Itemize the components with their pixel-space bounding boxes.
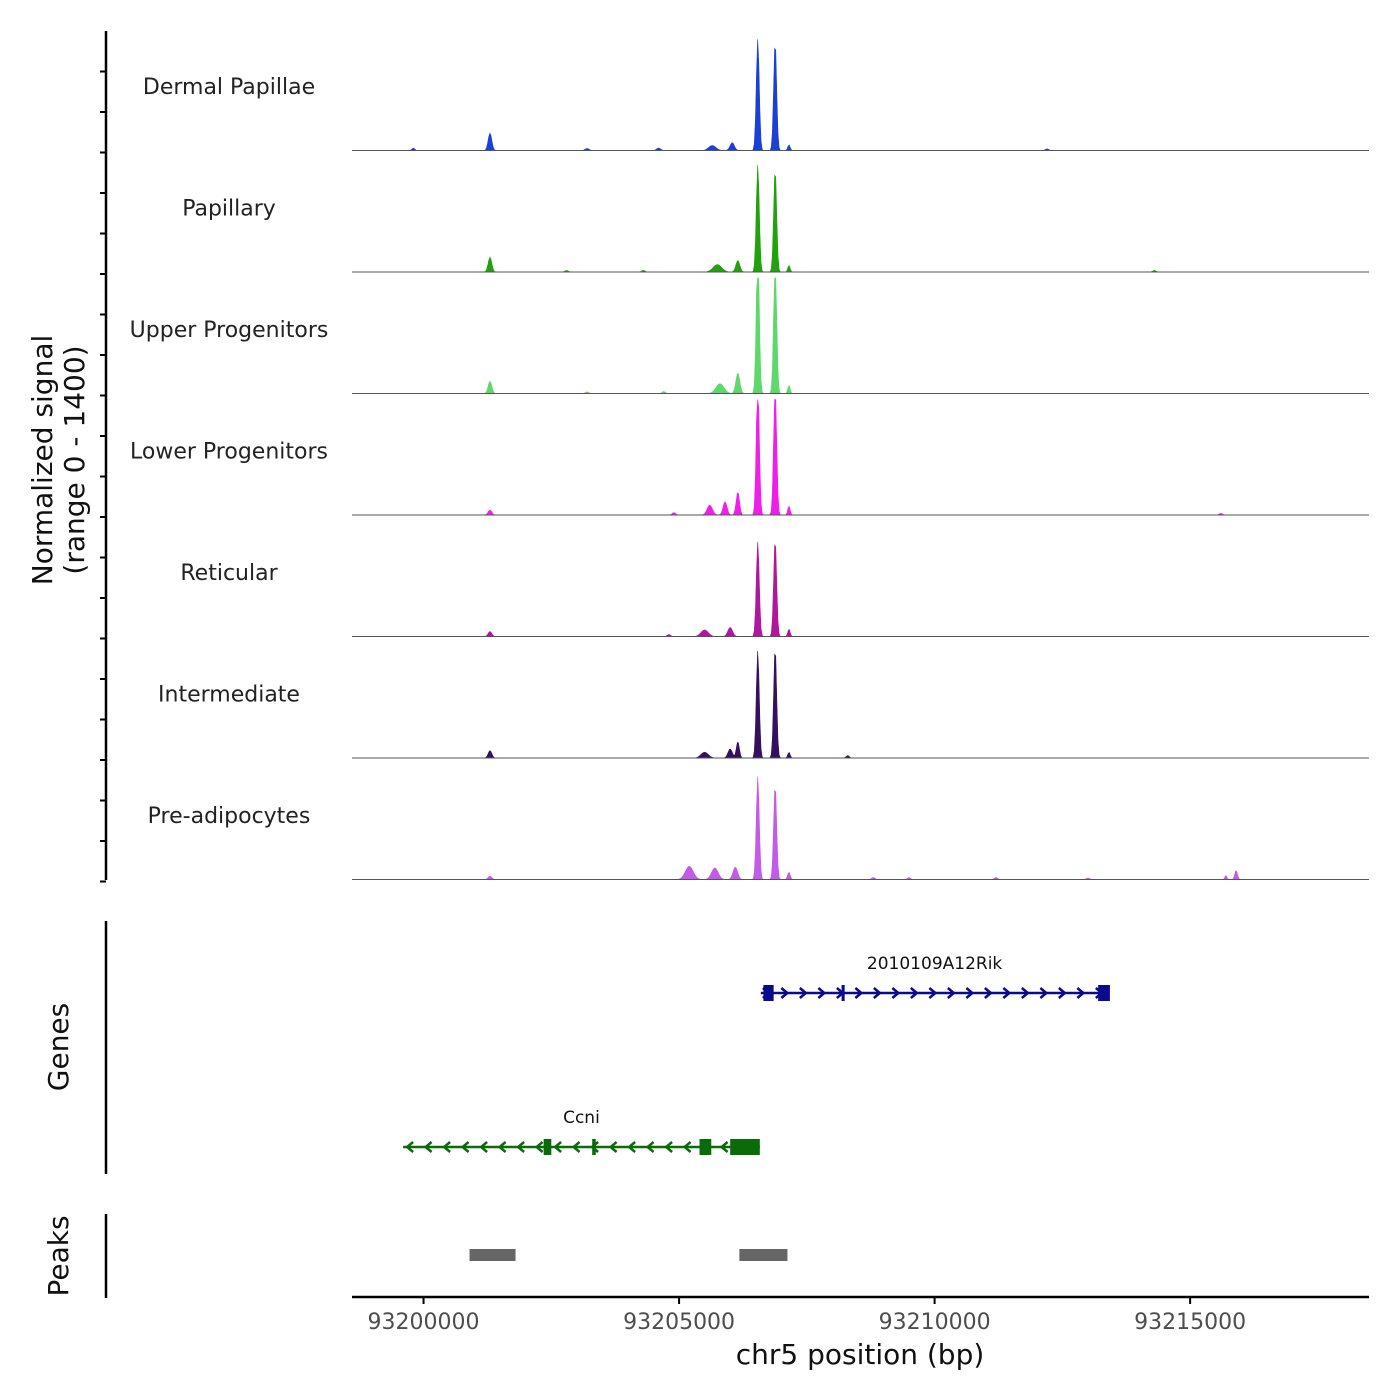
gene-exon [592, 1139, 596, 1155]
gene-ccni: Ccni [403, 1108, 760, 1155]
gene-label: Ccni [563, 1108, 600, 1128]
strand-arrow [1002, 987, 1012, 999]
x-tick-label: 93205000 [623, 1310, 735, 1335]
strand-arrow [965, 987, 975, 999]
y-axis-title-line1: Normalized signal [26, 335, 59, 586]
peak-regions [469, 1249, 788, 1261]
peak-region [469, 1249, 516, 1261]
strand-arrow [442, 1141, 451, 1153]
x-axis-ticks: 93200000 93205000 93210000 93215000 [368, 1297, 1246, 1335]
track-label: Papillary [182, 197, 276, 222]
gene-exon [1098, 985, 1110, 1001]
strand-arrow [1058, 987, 1067, 999]
strand-arrow [608, 1141, 618, 1153]
strand-arrow [553, 1141, 562, 1153]
strand-arrow [590, 1141, 599, 1153]
strand-arrow [682, 1141, 692, 1153]
strand-arrow [928, 987, 938, 999]
gene-annotations: 2010109A12Rik Ccni [403, 954, 1110, 1155]
track-label: Reticular [180, 561, 278, 586]
strand-arrow [1021, 987, 1030, 999]
track-upper-progenitors: Upper Progenitors [130, 277, 1369, 394]
track-pre-adipocytes: Pre-adipocytes [148, 776, 1369, 880]
strand-arrow [405, 1141, 414, 1153]
gene-exon [543, 1139, 552, 1155]
strand-arrow [627, 1141, 636, 1153]
x-tick-label: 93210000 [879, 1310, 991, 1335]
track-label: Dermal Papillae [143, 75, 315, 100]
gene-exon [699, 1139, 712, 1155]
strand-arrow [984, 987, 993, 999]
strand-arrow [817, 987, 827, 999]
track-label: Upper Progenitors [130, 318, 329, 343]
gene-exon [763, 985, 774, 1001]
track-label: Lower Progenitors [130, 440, 328, 465]
gene-2010109a12rik: 2010109A12Rik [760, 954, 1110, 1001]
strand-arrow [664, 1141, 673, 1153]
strand-arrow [423, 1141, 433, 1153]
x-tick-label: 93200000 [368, 1310, 480, 1335]
gene-exon [841, 985, 845, 1001]
strand-arrow [1039, 987, 1049, 999]
peaks-panel-title: Peaks [42, 1215, 75, 1296]
track-dermal-papillae: Dermal Papillae [143, 39, 1369, 151]
strand-arrow [910, 987, 919, 999]
y-axis-title-line2: (range 0 - 1400) [58, 345, 91, 574]
strand-arrow [479, 1141, 488, 1153]
strand-arrow [799, 987, 808, 999]
strand-arrow [947, 987, 956, 999]
track-label: Intermediate [158, 683, 300, 708]
strand-arrow [645, 1141, 655, 1153]
strand-arrow [873, 987, 882, 999]
signal-y-axis-ticks [100, 70, 106, 883]
track-reticular: Reticular [180, 541, 1369, 637]
gene-label: 2010109A12Rik [867, 954, 1003, 974]
strand-arrow [497, 1141, 507, 1153]
track-intermediate: Intermediate [158, 651, 1369, 759]
gene-exon [730, 1139, 760, 1155]
coverage-tracks: Dermal Papillae Papillary Upper Progenitor… [130, 39, 1369, 880]
x-axis-title: chr5 position (bp) [736, 1338, 985, 1371]
peak-region [739, 1249, 788, 1261]
strand-arrow [571, 1141, 581, 1153]
x-tick-label: 93215000 [1134, 1310, 1246, 1335]
strand-arrow [516, 1141, 525, 1153]
track-label: Pre-adipocytes [148, 804, 311, 829]
track-lower-progenitors: Lower Progenitors [130, 399, 1369, 516]
strand-arrow [891, 987, 901, 999]
strand-arrow [534, 1141, 544, 1153]
strand-arrow [1076, 987, 1086, 999]
genes-panel-title: Genes [42, 1003, 75, 1091]
track-papillary: Papillary [182, 165, 1369, 273]
strand-arrow [719, 1141, 729, 1153]
strand-arrow [780, 987, 790, 999]
strand-arrow [854, 987, 864, 999]
strand-arrow [460, 1141, 470, 1153]
